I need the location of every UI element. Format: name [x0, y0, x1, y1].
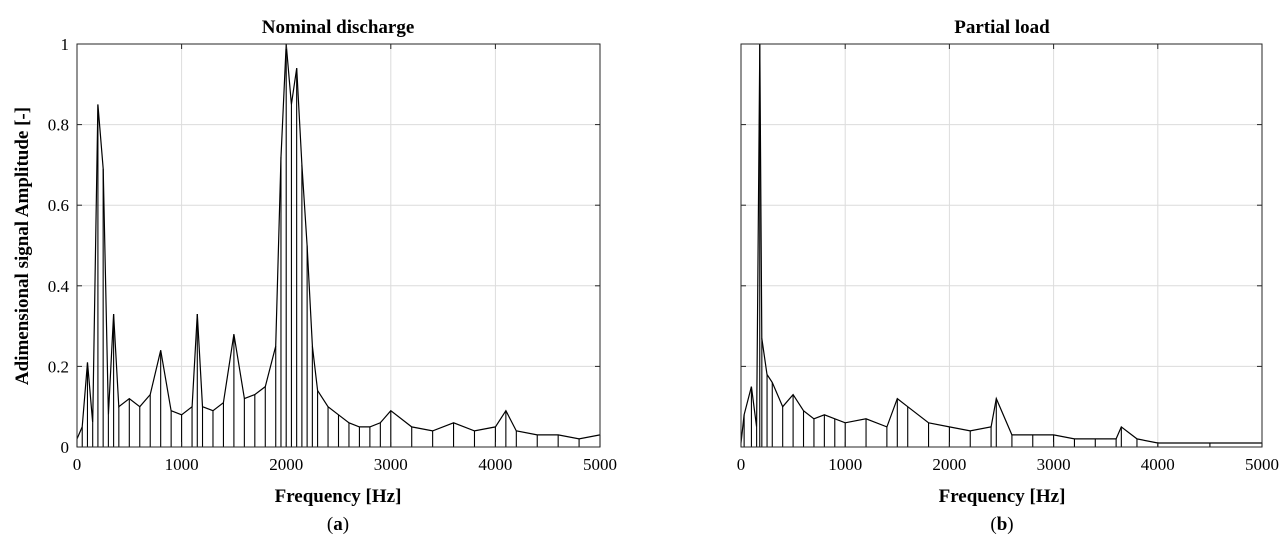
chart-a-spectrum-line: [76, 43, 601, 440]
chart-a-ytick-label-0: 0: [61, 438, 70, 457]
chart-a-xtick-label-4: 4000: [478, 455, 512, 474]
chart-b-axes-box: [740, 43, 1263, 448]
panel-label-a: (a): [327, 514, 349, 535]
chart-a-xtick-label-3: 3000: [374, 455, 408, 474]
svg-text:(a): (a): [327, 514, 349, 535]
panel-label-b: (b): [990, 514, 1013, 535]
panel-b-letter: b: [997, 514, 1008, 535]
chart-b-xtick-label-2: 2000: [932, 455, 966, 474]
chart-a-title: Nominal discharge: [262, 17, 415, 38]
chart-b-xlabel: Frequency [Hz]: [939, 486, 1066, 507]
chart-a-xtick-label-5: 5000: [583, 455, 617, 474]
chart-a-xtick-label-2: 2000: [269, 455, 303, 474]
chart-b-title: Partial load: [954, 17, 1050, 38]
svg-text:(b): (b): [990, 514, 1013, 535]
chart-b-spectrum-line: [740, 43, 1262, 444]
chart-a-ytick-label-1: 0.2: [48, 357, 69, 376]
chart-b-xtick-label-1: 1000: [828, 455, 862, 474]
chart-a-xtick-label-1: 1000: [165, 455, 199, 474]
chart-b-xtick-label-5: 5000: [1245, 455, 1279, 474]
chart-b-xtick-label-4: 4000: [1141, 455, 1175, 474]
chart-a-ytick-label-5: 1: [61, 35, 70, 54]
chart-a-xtick-label-0: 0: [73, 455, 82, 474]
chart-a-ylabel: Adimensional signal Amplitude [-]: [12, 107, 33, 385]
chart-a-axes-box: [76, 43, 601, 448]
chart-a-xlabel: Frequency [Hz]: [275, 486, 402, 507]
chart-a-ytick-label-4: 0.8: [48, 116, 69, 135]
chart-a-ytick-label-3: 0.6: [48, 196, 69, 215]
chart-a-ytick-label-2: 0.4: [48, 277, 70, 296]
chart-b-xtick-label-0: 0: [737, 455, 746, 474]
chart-nominal-discharge: Nominal discharge Frequency [Hz] Adimens…: [12, 17, 617, 507]
chart-partial-load: Partial load Frequency [Hz] 0 1000 2000 300…: [737, 17, 1279, 507]
chart-b-xtick-label-3: 3000: [1037, 455, 1071, 474]
panel-a-letter: a: [333, 514, 343, 535]
